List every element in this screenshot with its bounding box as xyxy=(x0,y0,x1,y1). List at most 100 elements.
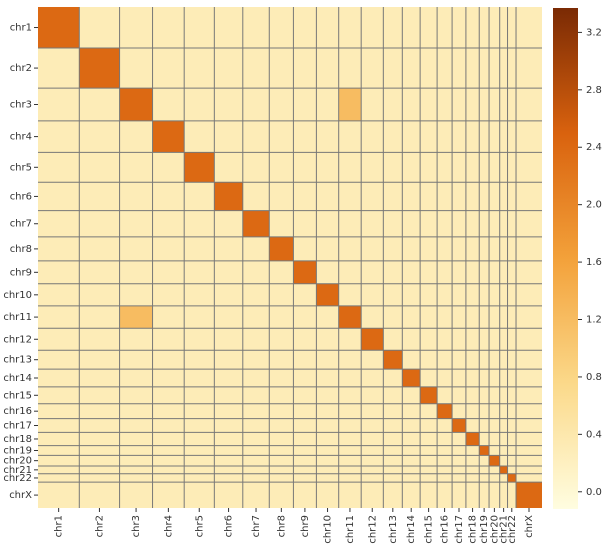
cell xyxy=(437,120,453,153)
x-tick-label: chr16 xyxy=(440,515,451,544)
cell xyxy=(152,350,185,370)
cell xyxy=(507,283,517,306)
cell xyxy=(420,305,438,329)
cell xyxy=(507,482,517,508)
cell xyxy=(361,403,384,419)
cell xyxy=(293,283,317,306)
cell xyxy=(507,445,517,456)
cell xyxy=(79,432,120,446)
cell xyxy=(516,88,542,121)
cell xyxy=(499,260,508,284)
cell xyxy=(293,7,317,49)
cell xyxy=(38,403,80,419)
cell xyxy=(452,455,466,466)
cell xyxy=(316,283,339,306)
cell xyxy=(269,465,294,474)
y-tick-label: chr11 xyxy=(3,312,32,323)
cell xyxy=(119,328,153,351)
cell xyxy=(242,236,270,261)
cell xyxy=(293,386,317,404)
cell xyxy=(383,432,403,446)
x-tick-label: chr6 xyxy=(224,515,235,537)
cell xyxy=(316,473,339,483)
cell xyxy=(79,88,120,121)
cell xyxy=(465,210,480,237)
cell xyxy=(119,7,153,49)
cell xyxy=(516,48,542,89)
cell xyxy=(420,48,438,89)
cell xyxy=(269,283,294,306)
cell xyxy=(516,445,542,456)
cell xyxy=(507,88,517,121)
cell xyxy=(420,260,438,284)
cell xyxy=(316,152,339,183)
cell xyxy=(242,328,270,351)
cell xyxy=(361,482,384,508)
cell xyxy=(499,350,508,370)
y-tick-label: chr1 xyxy=(10,23,32,34)
cell xyxy=(38,152,80,183)
x-tick-label: chr9 xyxy=(300,515,311,537)
cell xyxy=(516,120,542,153)
cell xyxy=(152,418,185,433)
cell xyxy=(465,369,480,387)
cell xyxy=(184,432,215,446)
x-tick-label: chr22 xyxy=(507,515,518,544)
cell xyxy=(489,369,500,387)
cell xyxy=(507,418,517,433)
cell xyxy=(499,236,508,261)
cell xyxy=(119,305,153,329)
cell xyxy=(465,283,480,306)
cell xyxy=(507,403,517,419)
cell xyxy=(316,48,339,89)
cell xyxy=(152,473,185,483)
cell xyxy=(79,152,120,183)
cell xyxy=(119,482,153,508)
cell xyxy=(361,305,384,329)
cell xyxy=(242,482,270,508)
cell xyxy=(465,445,480,456)
cell xyxy=(420,482,438,508)
cell xyxy=(499,482,508,508)
cell xyxy=(361,350,384,370)
cell xyxy=(152,305,185,329)
cell xyxy=(184,152,215,183)
cell xyxy=(479,48,490,89)
cell xyxy=(293,182,317,211)
cell xyxy=(452,418,466,433)
cell xyxy=(402,283,421,306)
cell xyxy=(383,260,403,284)
x-tick-label: chr13 xyxy=(388,515,399,544)
colorbar-tick-label: 3.2 xyxy=(586,27,602,38)
cell xyxy=(452,328,466,351)
cell xyxy=(452,369,466,387)
cell xyxy=(361,418,384,433)
cell xyxy=(499,88,508,121)
cell xyxy=(152,88,185,121)
cell xyxy=(119,403,153,419)
x-tick-label: chr12 xyxy=(367,515,378,544)
cell xyxy=(316,418,339,433)
cell xyxy=(516,236,542,261)
cell xyxy=(316,386,339,404)
cell xyxy=(507,432,517,446)
cell xyxy=(79,328,120,351)
cell xyxy=(507,473,517,483)
cell xyxy=(242,432,270,446)
x-tick-label: chr1 xyxy=(54,515,65,537)
cell xyxy=(383,283,403,306)
cell xyxy=(420,473,438,483)
cell xyxy=(383,152,403,183)
x-tick-label: chr4 xyxy=(163,515,174,537)
cell xyxy=(38,445,80,456)
cell xyxy=(119,236,153,261)
cell xyxy=(479,152,490,183)
cell xyxy=(119,350,153,370)
cell xyxy=(489,445,500,456)
cell xyxy=(214,455,243,466)
cell xyxy=(184,283,215,306)
y-tick-label: chr2 xyxy=(10,63,32,74)
cell xyxy=(119,210,153,237)
cell xyxy=(465,482,480,508)
y-tick-label: chr12 xyxy=(3,334,32,345)
